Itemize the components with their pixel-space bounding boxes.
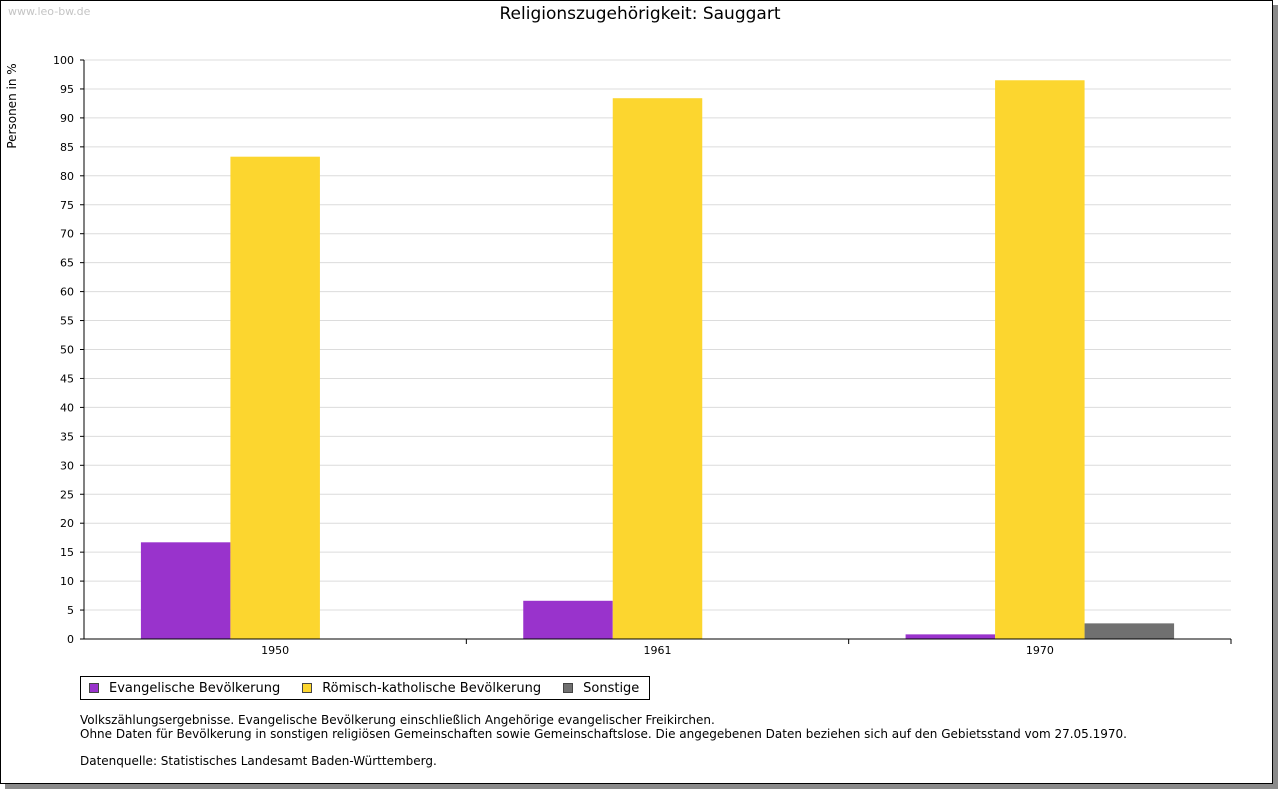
footnotes: Volkszählungsergebnisse. Evangelische Be… [80, 713, 1127, 768]
legend-item-evangelisch: Evangelische Bevölkerung [89, 681, 280, 696]
legend-swatch-evangelisch [89, 683, 99, 693]
footnote-line-2: Ohne Daten für Bevölkerung in sonstigen … [80, 727, 1127, 741]
bar-1970-0 [905, 634, 996, 639]
legend-item-sonstige: Sonstige [563, 681, 639, 696]
chart-title: Religionszugehörigkeit: Sauggart [499, 4, 781, 24]
y-tick-label-35: 35 [60, 430, 74, 443]
bar-1950-1 [230, 156, 320, 639]
legend: Evangelische Bevölkerung Römisch-katholi… [80, 676, 651, 700]
y-tick-label-85: 85 [60, 141, 74, 154]
legend-swatch-sonstige [563, 683, 574, 693]
y-tick-label-75: 75 [60, 199, 74, 212]
y-tick-label-15: 15 [60, 546, 74, 559]
y-tick-labels: 0 5 10 15 20 25 30 35 40 45 50 55 60 65 70 75 80 85 90 95 10… [53, 54, 84, 646]
bar-1961-0 [523, 600, 613, 639]
y-tick-label-80: 80 [60, 170, 74, 183]
bar-1970-1 [995, 80, 1085, 639]
bar-1970-2 [1084, 623, 1175, 639]
y-tick-label-50: 50 [60, 344, 74, 357]
y-axis-label: Personen in % [5, 63, 19, 148]
y-tick-label-70: 70 [60, 228, 74, 241]
bar-1950-0 [140, 542, 231, 639]
bars [140, 80, 1175, 640]
x-tick-labels: 1950 1961 1970 [261, 639, 1232, 657]
y-tick-label-45: 45 [60, 372, 74, 385]
y-tick-label-20: 20 [60, 517, 74, 530]
y-tick-label-60: 60 [60, 286, 74, 299]
x-tick-label-1950: 1950 [261, 644, 289, 657]
bar-1961-1 [612, 98, 703, 640]
y-tick-label-90: 90 [60, 112, 74, 125]
legend-label-sonstige: Sonstige [583, 680, 640, 696]
legend-label-evangelisch: Evangelische Bevölkerung [109, 680, 281, 696]
y-tick-label-40: 40 [60, 401, 74, 414]
watermark: www.leo-bw.de [8, 5, 91, 18]
x-tick-label-1961: 1961 [644, 644, 672, 657]
footnote-line-1: Volkszählungsergebnisse. Evangelische Be… [80, 713, 715, 727]
data-source: Datenquelle: Statistisches Landesamt Bad… [80, 754, 437, 768]
y-tick-label-0: 0 [67, 633, 74, 646]
y-tick-label-25: 25 [60, 488, 74, 501]
y-tick-label-55: 55 [60, 315, 74, 328]
x-tick-label-1970: 1970 [1026, 644, 1054, 657]
y-tick-label-100: 100 [53, 54, 74, 67]
y-tick-label-5: 5 [67, 604, 74, 617]
legend-swatch-katholisch [302, 683, 313, 693]
y-tick-label-65: 65 [60, 257, 74, 270]
y-tick-label-30: 30 [60, 459, 74, 472]
bar-chart: 0 5 10 15 20 25 30 35 40 45 50 55 60 65 70 75 80 85 90 95 10… [5, 54, 1232, 657]
legend-item-katholisch: Römisch-katholische Bevölkerung [302, 681, 541, 696]
y-tick-label-95: 95 [60, 83, 74, 96]
y-tick-label-10: 10 [60, 575, 74, 588]
legend-label-katholisch: Römisch-katholische Bevölkerung [322, 680, 542, 696]
